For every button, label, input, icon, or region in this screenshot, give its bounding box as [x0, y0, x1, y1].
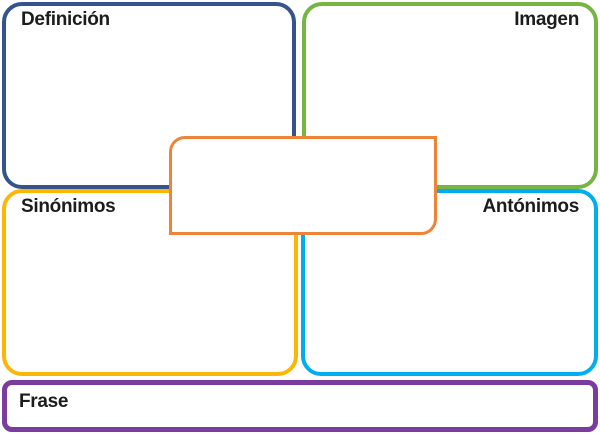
imagen-label: Imagen — [514, 9, 579, 30]
antonimos-label: Antónimos — [482, 196, 579, 217]
center-term-box — [169, 136, 437, 235]
sinonimos-box: Sinónimos — [2, 189, 298, 376]
frase-box: Frase — [2, 380, 598, 432]
definicion-box: Definición — [2, 2, 296, 189]
center-term-label — [172, 139, 434, 145]
sinonimos-label: Sinónimos — [21, 196, 116, 217]
definicion-label: Definición — [21, 9, 110, 30]
frase-label: Frase — [19, 391, 69, 412]
